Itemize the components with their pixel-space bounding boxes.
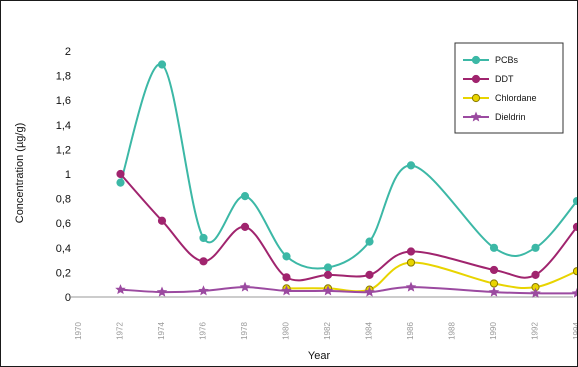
- legend-marker: [471, 74, 481, 84]
- y-tick-label: 1: [65, 169, 71, 181]
- data-point-pcbs: [323, 263, 333, 272]
- y-tick-labels: 0 0,2 0,4 0,6 0,8 1 1,2 1,4 1,6 1,8 2: [56, 46, 71, 304]
- data-point-pcbs: [365, 237, 374, 246]
- legend-marker: [470, 111, 482, 122]
- x-tick-label: 1986: [406, 322, 415, 340]
- data-point-pcbs: [199, 233, 208, 243]
- data-point-chlordane: [406, 258, 416, 267]
- data-point-chlordane: [572, 267, 577, 276]
- series-ddt: [116, 169, 577, 282]
- data-point-dieldrin: [364, 286, 375, 297]
- data-point-dieldrin: [530, 287, 541, 298]
- legend-label: DDT: [495, 74, 514, 84]
- data-point-ddt: [116, 169, 125, 179]
- y-tick-label: 0,6: [56, 218, 71, 230]
- y-tick-label: 0,4: [56, 243, 71, 255]
- x-tick-labels: 1970 1972 1974 1976 1978 1980 1982 1984 1986 1988…: [74, 322, 577, 340]
- legend: PCBs DDT Chlordane Dieldrin: [454, 42, 564, 134]
- data-point-ddt: [406, 247, 416, 256]
- series-lines: [115, 60, 577, 298]
- y-tick-label: 2: [65, 46, 71, 58]
- legend-item-ddt: DDT: [463, 74, 514, 84]
- y-tick-label: 1,2: [56, 144, 71, 156]
- x-tick-label: 1980: [282, 322, 291, 340]
- data-point-dieldrin: [488, 286, 500, 297]
- legend-item-pcbs: PCBs: [463, 55, 519, 65]
- series-pcbs: [116, 60, 577, 272]
- data-point-ddt: [199, 257, 208, 266]
- y-tick-label: 1,4: [56, 120, 71, 132]
- data-point-dieldrin: [239, 281, 251, 292]
- data-point-pcbs: [572, 196, 577, 206]
- legend-label: PCBs: [495, 55, 519, 65]
- data-point-pcbs: [489, 243, 499, 252]
- legend-marker: [471, 55, 481, 65]
- y-tick-label: 0,2: [56, 267, 71, 279]
- series-dieldrin: [115, 281, 577, 298]
- legend-label: Dieldrin: [495, 112, 526, 122]
- data-point-ddt: [365, 270, 374, 279]
- x-tick-label: 1970: [74, 322, 83, 340]
- data-point-pcbs: [282, 252, 291, 261]
- x-tick-label: 1988: [448, 322, 457, 340]
- x-tick-label: 1982: [323, 322, 332, 340]
- legend-item-dieldrin: Dieldrin: [463, 111, 526, 122]
- y-tick-label: 0,8: [56, 194, 71, 206]
- x-tick-label: 1994: [572, 322, 577, 340]
- x-tick-label: 1992: [531, 322, 540, 340]
- data-point-pcbs: [406, 161, 416, 170]
- x-tick-label: 1990: [489, 322, 498, 340]
- y-axis-title: Concentration (µg/g): [14, 123, 26, 224]
- data-point-ddt: [323, 270, 333, 279]
- data-point-pcbs: [240, 192, 250, 201]
- x-axis-title: Year: [308, 350, 331, 362]
- x-tick-label: 1976: [199, 322, 208, 340]
- data-point-pcbs: [116, 178, 125, 187]
- data-point-ddt: [157, 216, 167, 225]
- data-point-chlordane: [489, 279, 499, 288]
- data-point-ddt: [489, 265, 499, 275]
- data-point-ddt: [572, 222, 577, 231]
- data-point-dieldrin: [405, 281, 417, 292]
- data-point-pcbs: [157, 60, 167, 69]
- legend-item-chlordane: Chlordane: [463, 93, 537, 103]
- data-point-dieldrin: [322, 285, 334, 296]
- data-point-dieldrin: [198, 285, 209, 296]
- x-tick-label: 1974: [157, 322, 166, 340]
- legend-label: Chlordane: [495, 93, 537, 103]
- data-point-dieldrin: [281, 285, 292, 296]
- x-tick-label: 1972: [116, 322, 125, 340]
- y-tick-label: 0: [65, 292, 71, 304]
- y-tick-label: 1,6: [56, 95, 71, 107]
- x-tick-label: 1978: [240, 322, 249, 340]
- legend-marker: [471, 93, 481, 103]
- data-point-dieldrin: [571, 287, 577, 298]
- data-point-dieldrin: [156, 286, 168, 297]
- x-tick-label: 1984: [365, 322, 374, 340]
- data-point-ddt: [282, 273, 291, 282]
- series-line-ddt: [119, 173, 577, 282]
- data-point-dieldrin: [115, 284, 126, 295]
- data-point-pcbs: [531, 243, 540, 252]
- y-tick-label: 1,8: [56, 71, 71, 83]
- data-point-ddt: [240, 222, 250, 231]
- data-point-ddt: [531, 270, 540, 279]
